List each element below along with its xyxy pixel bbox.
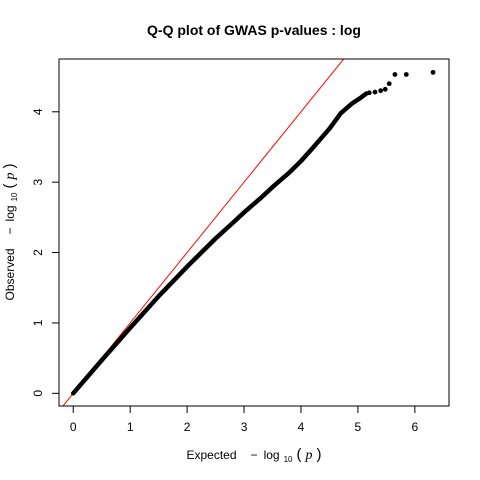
points-group xyxy=(70,69,436,396)
x-axis-label-sub: 10 xyxy=(284,455,293,464)
observed-points-dense xyxy=(70,91,369,396)
data-point xyxy=(372,89,378,95)
x-axis-label-close-paren: ) xyxy=(316,446,321,463)
x-tick-label: 6 xyxy=(411,420,418,434)
y-axis-label-var: p xyxy=(3,173,18,181)
x-axis-label-var: p xyxy=(304,448,312,463)
y-tick-label: 4 xyxy=(31,108,45,115)
reference-line xyxy=(62,59,345,406)
x-tick-label: 5 xyxy=(355,420,362,434)
data-point xyxy=(366,90,372,96)
reference-line-group xyxy=(62,59,345,406)
x-tick-label: 1 xyxy=(127,420,134,434)
x-axis-label-open-paren: ( xyxy=(296,446,301,463)
x-tick-label: 0 xyxy=(70,420,77,434)
y-tick-label: 3 xyxy=(31,179,45,186)
y-axis-label-sub: 10 xyxy=(10,192,19,201)
x-axis-label-log: log xyxy=(264,448,280,462)
y-axis-label-log: log xyxy=(3,205,17,221)
data-point xyxy=(386,81,392,87)
x-tick-label: 2 xyxy=(184,420,191,434)
x-axis: 0 1 2 3 4 5 6 xyxy=(70,406,418,434)
x-axis-label-prefix: Expected xyxy=(187,448,237,462)
x-tick-label: 4 xyxy=(298,420,305,434)
y-axis-label: Observed − log 10 ( p ) xyxy=(1,164,21,301)
y-tick-label: 0 xyxy=(31,390,45,397)
x-tick-label: 3 xyxy=(241,420,248,434)
x-axis-label: Expected − log 10 ( p ) xyxy=(187,446,322,466)
plot-box xyxy=(58,58,450,407)
data-point xyxy=(430,69,436,75)
x-axis-label-minus: − xyxy=(251,448,258,462)
data-point xyxy=(392,72,398,77)
data-point xyxy=(378,88,384,94)
y-tick-label: 2 xyxy=(31,249,45,256)
y-axis-label-prefix: Observed xyxy=(3,248,17,300)
y-axis-label-close-paren: ) xyxy=(1,164,18,169)
y-tick-label: 1 xyxy=(31,319,45,326)
data-point xyxy=(382,86,388,92)
y-axis-label-minus: − xyxy=(3,227,17,234)
y-axis-label-open-paren: ( xyxy=(1,184,18,189)
y-axis: 0 1 2 3 4 xyxy=(31,108,59,397)
chart-title: Q-Q plot of GWAS p-values : log xyxy=(147,22,361,38)
data-point xyxy=(403,72,409,77)
